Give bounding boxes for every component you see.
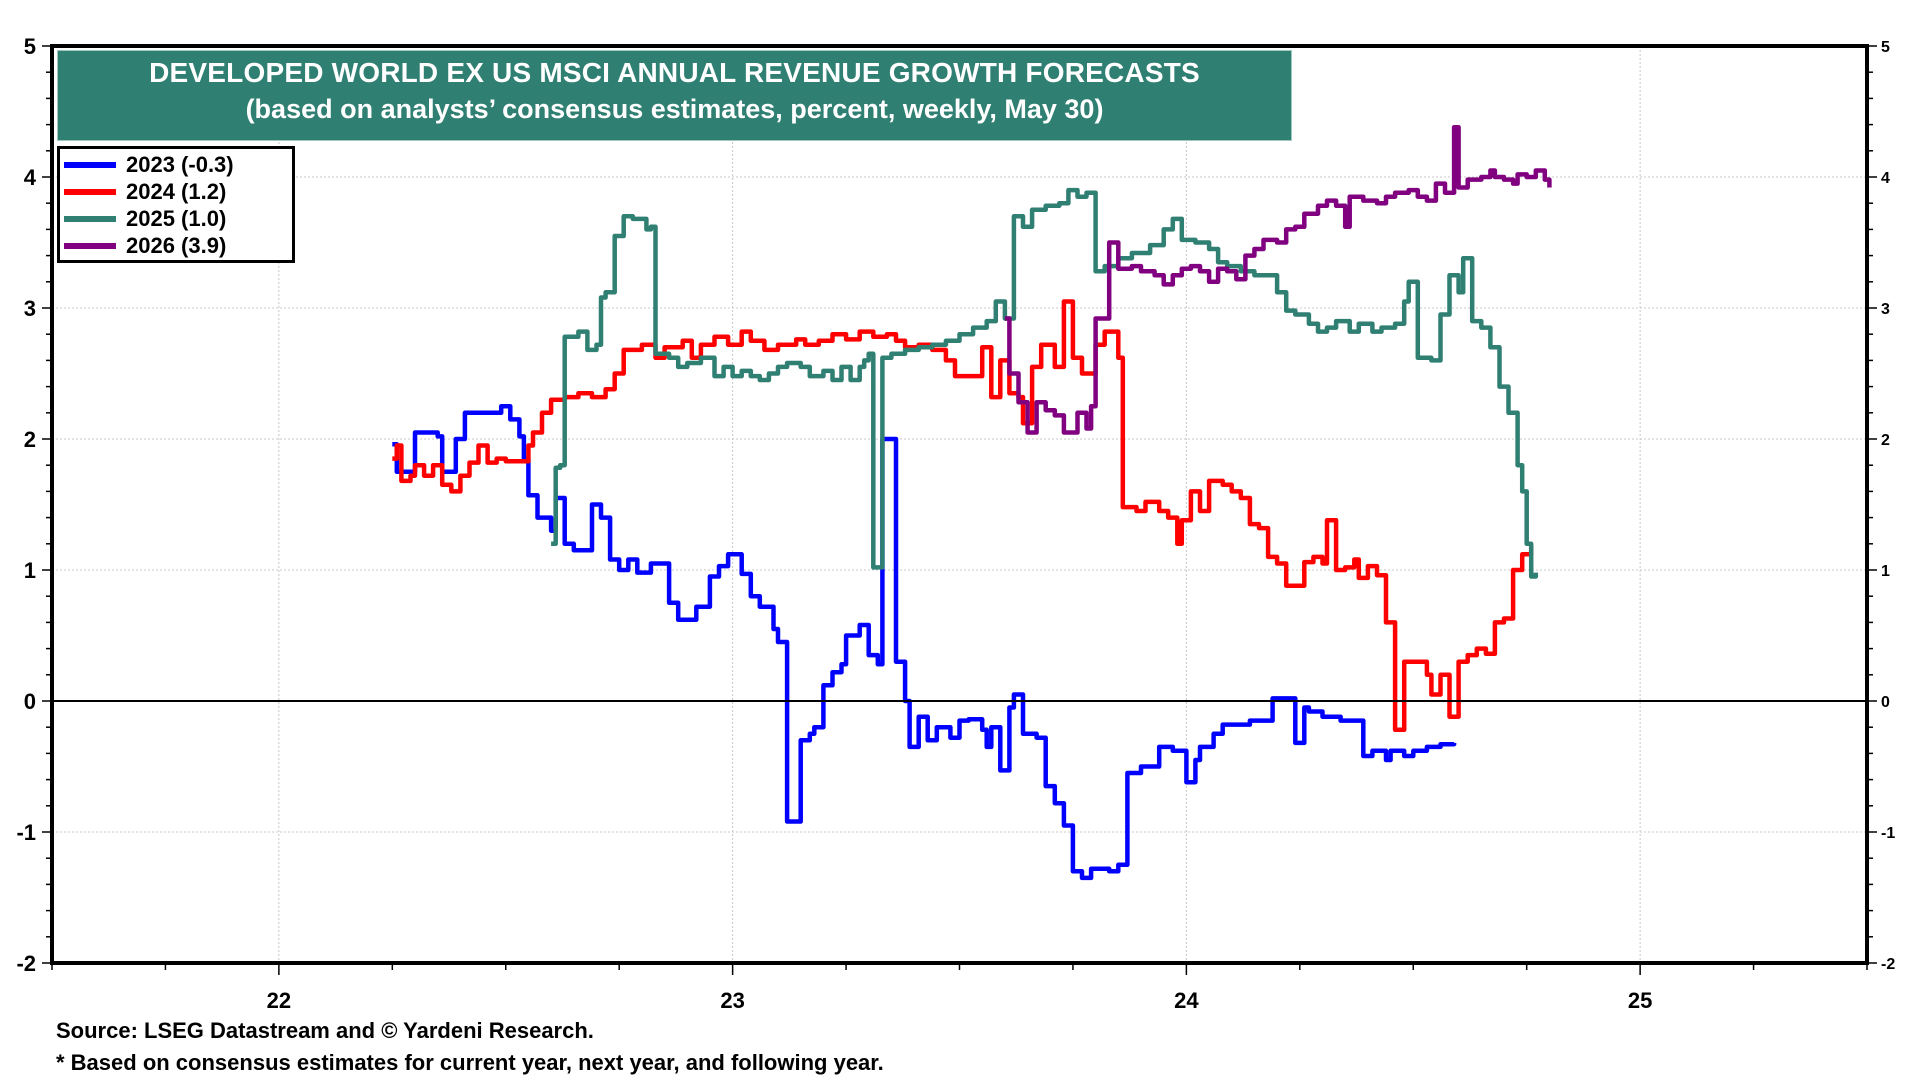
legend-label: 2025 (1.0) [126,205,227,231]
legend-item-2024: 2024 (1.2) [60,178,292,205]
y-tick-label-right: 2 [1881,432,1890,449]
legend-label: 2026 (3.9) [126,232,227,258]
legend: 2023 (-0.3) 2024 (1.2) 2025 (1.0) 2026 (… [57,146,295,263]
series-line-2026 [1004,124,1552,435]
legend-item-2023: 2023 (-0.3) [60,151,292,178]
y-tick-label-left: 4 [24,165,37,190]
series-line-2025 [551,187,1539,579]
y-tick-label-right: 1 [1881,563,1890,580]
source-note: Source: LSEG Datastream and © Yardeni Re… [56,1018,594,1043]
y-tick-label-left: 0 [24,689,36,714]
y-tick-label-right: 4 [1881,170,1890,187]
y-tick-label-right: 3 [1881,301,1890,318]
legend-label: 2023 (-0.3) [126,151,234,177]
legend-item-2025: 2025 (1.0) [60,205,292,232]
chart-subtitle: (based on analysts’ consensus estimates,… [245,94,1104,124]
series-group [392,124,1552,881]
grid [52,46,1867,963]
y-tick-label-left: -1 [16,820,36,845]
legend-swatch-2025 [64,215,116,222]
plot-frame [50,44,1869,965]
series-line-2023 [392,404,1457,881]
axes [50,44,1869,965]
y-tick-label-left: -2 [16,951,36,976]
legend-swatch-2026 [64,242,116,249]
chart-title: DEVELOPED WORLD EX US MSCI ANNUAL REVENU… [149,57,1200,88]
y-tick-label-right: 5 [1881,39,1890,56]
legend-swatch-2023 [64,161,116,168]
footnote: * Based on consensus estimates for curre… [56,1050,884,1075]
chart-title-box: DEVELOPED WORLD EX US MSCI ANNUAL REVENU… [57,50,1292,141]
x-tick-label: 23 [720,988,744,1013]
y-tick-label-left: 5 [24,34,36,59]
y-tick-label-right: 0 [1881,694,1890,711]
legend-label: 2024 (1.2) [126,178,227,204]
y-tick-label-right: -2 [1881,956,1895,973]
y-tick-label-left: 2 [24,427,36,452]
x-tick-label: 25 [1628,988,1652,1013]
y-axis-right: -2 -1 0 1 2 3 4 5 [1867,39,1895,973]
y-tick-label-left: 1 [24,558,36,583]
x-tick-label: 24 [1174,988,1199,1013]
legend-item-2026: 2026 (3.9) [60,232,292,259]
x-tick-label: 22 [267,988,291,1013]
x-axis: 22 23 24 25 [51,963,1868,1013]
y-tick-label-left: 3 [24,296,36,321]
y-axis-left: -2 -1 0 1 2 3 4 5 [16,34,52,976]
y-tick-label-right: -1 [1881,825,1895,842]
legend-swatch-2024 [64,188,116,195]
